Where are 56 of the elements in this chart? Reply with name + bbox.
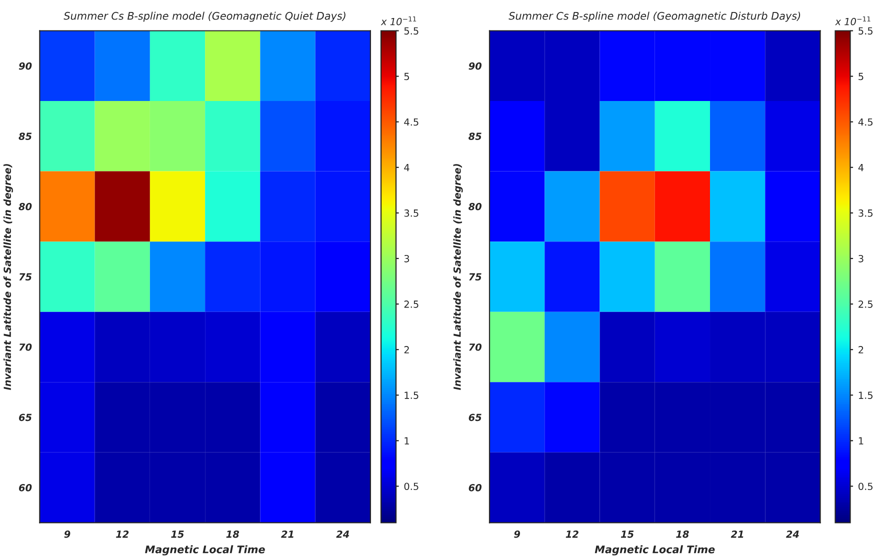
y-tick-label: 70 xyxy=(19,343,32,351)
color-bar-label: 5 xyxy=(404,72,409,80)
y-axis-title: Invariant Latitude of Satellite (in degree) xyxy=(3,164,13,390)
color-bar-title: x 10$^{−11}$ xyxy=(835,16,870,26)
color-bar-label: 4 xyxy=(858,164,864,172)
y-tick-label: 60 xyxy=(19,484,32,492)
x-tick-label: 21 xyxy=(730,530,744,538)
color-bar-label: 3.5 xyxy=(858,209,872,217)
color-bar-label: 2 xyxy=(858,346,864,354)
x-axis-title: Magnetic Local Time xyxy=(145,545,265,556)
x-tick-label: 12 xyxy=(116,530,129,538)
y-tick-label: 65 xyxy=(19,414,32,422)
color-bar-label: 1.5 xyxy=(858,392,872,399)
color-bar-label: 4.5 xyxy=(858,118,872,126)
x-tick-label: 9 xyxy=(514,530,520,538)
x-tick-label: 18 xyxy=(676,530,689,538)
y-tick-label: 70 xyxy=(469,343,482,351)
x-tick-label: 21 xyxy=(281,530,294,538)
x-tick-label: 9 xyxy=(64,530,70,538)
color-bar-title: x 10$^{−11}$ xyxy=(380,16,416,26)
x-tick-label: 12 xyxy=(566,530,578,538)
color-bar-label: 2.5 xyxy=(404,300,418,308)
chart-title: Summer Cs B-spline model (Geomagnetic Disturb Days) xyxy=(508,12,800,22)
color-bar-label: 0.5 xyxy=(404,482,418,490)
y-tick-label: 85 xyxy=(468,132,482,140)
y-axis-title: Invariant Latitude of Satellite (in degree) xyxy=(453,164,463,390)
color-bar-label: 3 xyxy=(858,254,864,262)
y-tick-label: 85 xyxy=(18,132,32,140)
color-bar-label: 2 xyxy=(404,346,409,354)
x-tick-label: 24 xyxy=(786,530,799,538)
color-bar-label: 4 xyxy=(404,164,410,172)
y-tick-label: 65 xyxy=(468,414,482,422)
x-tick-label: 15 xyxy=(171,530,184,538)
color-bar-label: 4.5 xyxy=(404,118,418,126)
x-axis-title: Magnetic Local Time xyxy=(594,545,715,556)
y-tick-label: 90 xyxy=(18,62,32,70)
color-bar-label: 1.5 xyxy=(404,392,418,399)
color-bar-label: 1 xyxy=(404,437,409,444)
x-tick-label: 15 xyxy=(620,530,634,538)
color-bar-label: 0.5 xyxy=(858,482,872,490)
color-bar-label: 5.5 xyxy=(404,27,418,35)
y-tick-label: 80 xyxy=(18,202,32,210)
color-bar-label: 3 xyxy=(404,254,410,262)
chart-title: Summer Cs B-spline model (Geomagnetic Quiet Days) xyxy=(64,12,346,22)
color-bar-label: 5 xyxy=(858,72,864,80)
y-tick-label: 75 xyxy=(19,273,32,281)
color-bar-label: 5.5 xyxy=(858,27,872,35)
x-tick-label: 18 xyxy=(226,530,240,538)
y-tick-label: 80 xyxy=(468,202,482,210)
y-tick-label: 60 xyxy=(468,484,482,492)
x-tick-label: 24 xyxy=(336,530,350,538)
color-bar-label: 2.5 xyxy=(858,300,872,308)
y-tick-label: 75 xyxy=(469,273,482,281)
color-bar-label: 1 xyxy=(858,437,864,444)
color-bar-label: 3.5 xyxy=(404,209,418,217)
y-tick-label: 90 xyxy=(468,62,482,70)
